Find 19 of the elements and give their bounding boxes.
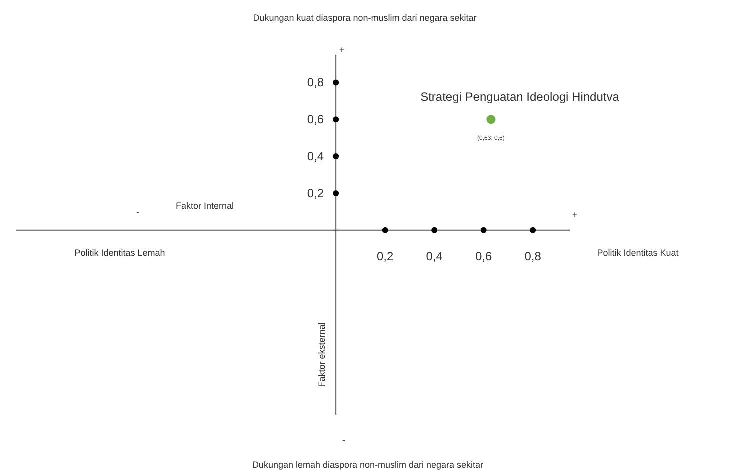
text: - <box>342 435 346 445</box>
x-tick-label: 0,2 <box>376 249 394 264</box>
y-tick-label: 0,8 <box>307 76 324 90</box>
annotation: Politik Identitas Lemah <box>74 248 166 258</box>
text: Dukungan kuat diaspora non-muslim dari negara sekitar <box>253 13 477 23</box>
y-tick-label: 0,6 <box>307 112 324 127</box>
text: + <box>572 210 578 220</box>
annotation: Faktor Internal <box>176 201 234 211</box>
x-tick-label: 0,8 <box>524 249 542 264</box>
annotation: - <box>136 207 140 217</box>
y-tick-label: 0,2 <box>307 186 324 200</box>
y-tick-label: 0,4 <box>307 150 324 164</box>
x-tick-label: 0,6 <box>475 249 492 264</box>
text: Dukungan lemah diaspora non-muslim dari negara sekitar <box>252 460 484 470</box>
annotation: Faktor eksternal <box>317 322 327 388</box>
annotation: + <box>339 45 345 55</box>
text: Politik Identitas Kuat <box>597 248 679 258</box>
x-tick-label: 0,4 <box>426 249 444 264</box>
annotation: Strategi Penguatan Ideologi Hindutva <box>420 90 620 104</box>
